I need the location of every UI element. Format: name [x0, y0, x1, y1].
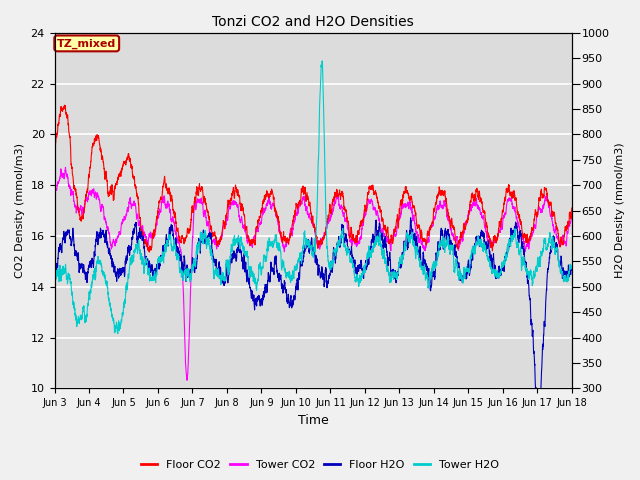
Legend: Floor CO2, Tower CO2, Floor H2O, Tower H2O: Floor CO2, Tower CO2, Floor H2O, Tower H…: [136, 456, 504, 474]
Y-axis label: CO2 Density (mmol/m3): CO2 Density (mmol/m3): [15, 143, 25, 278]
Y-axis label: H2O Density (mmol/m3): H2O Density (mmol/m3): [615, 143, 625, 278]
X-axis label: Time: Time: [298, 414, 328, 427]
Text: TZ_mixed: TZ_mixed: [57, 38, 116, 48]
Title: Tonzi CO2 and H2O Densities: Tonzi CO2 and H2O Densities: [212, 15, 414, 29]
